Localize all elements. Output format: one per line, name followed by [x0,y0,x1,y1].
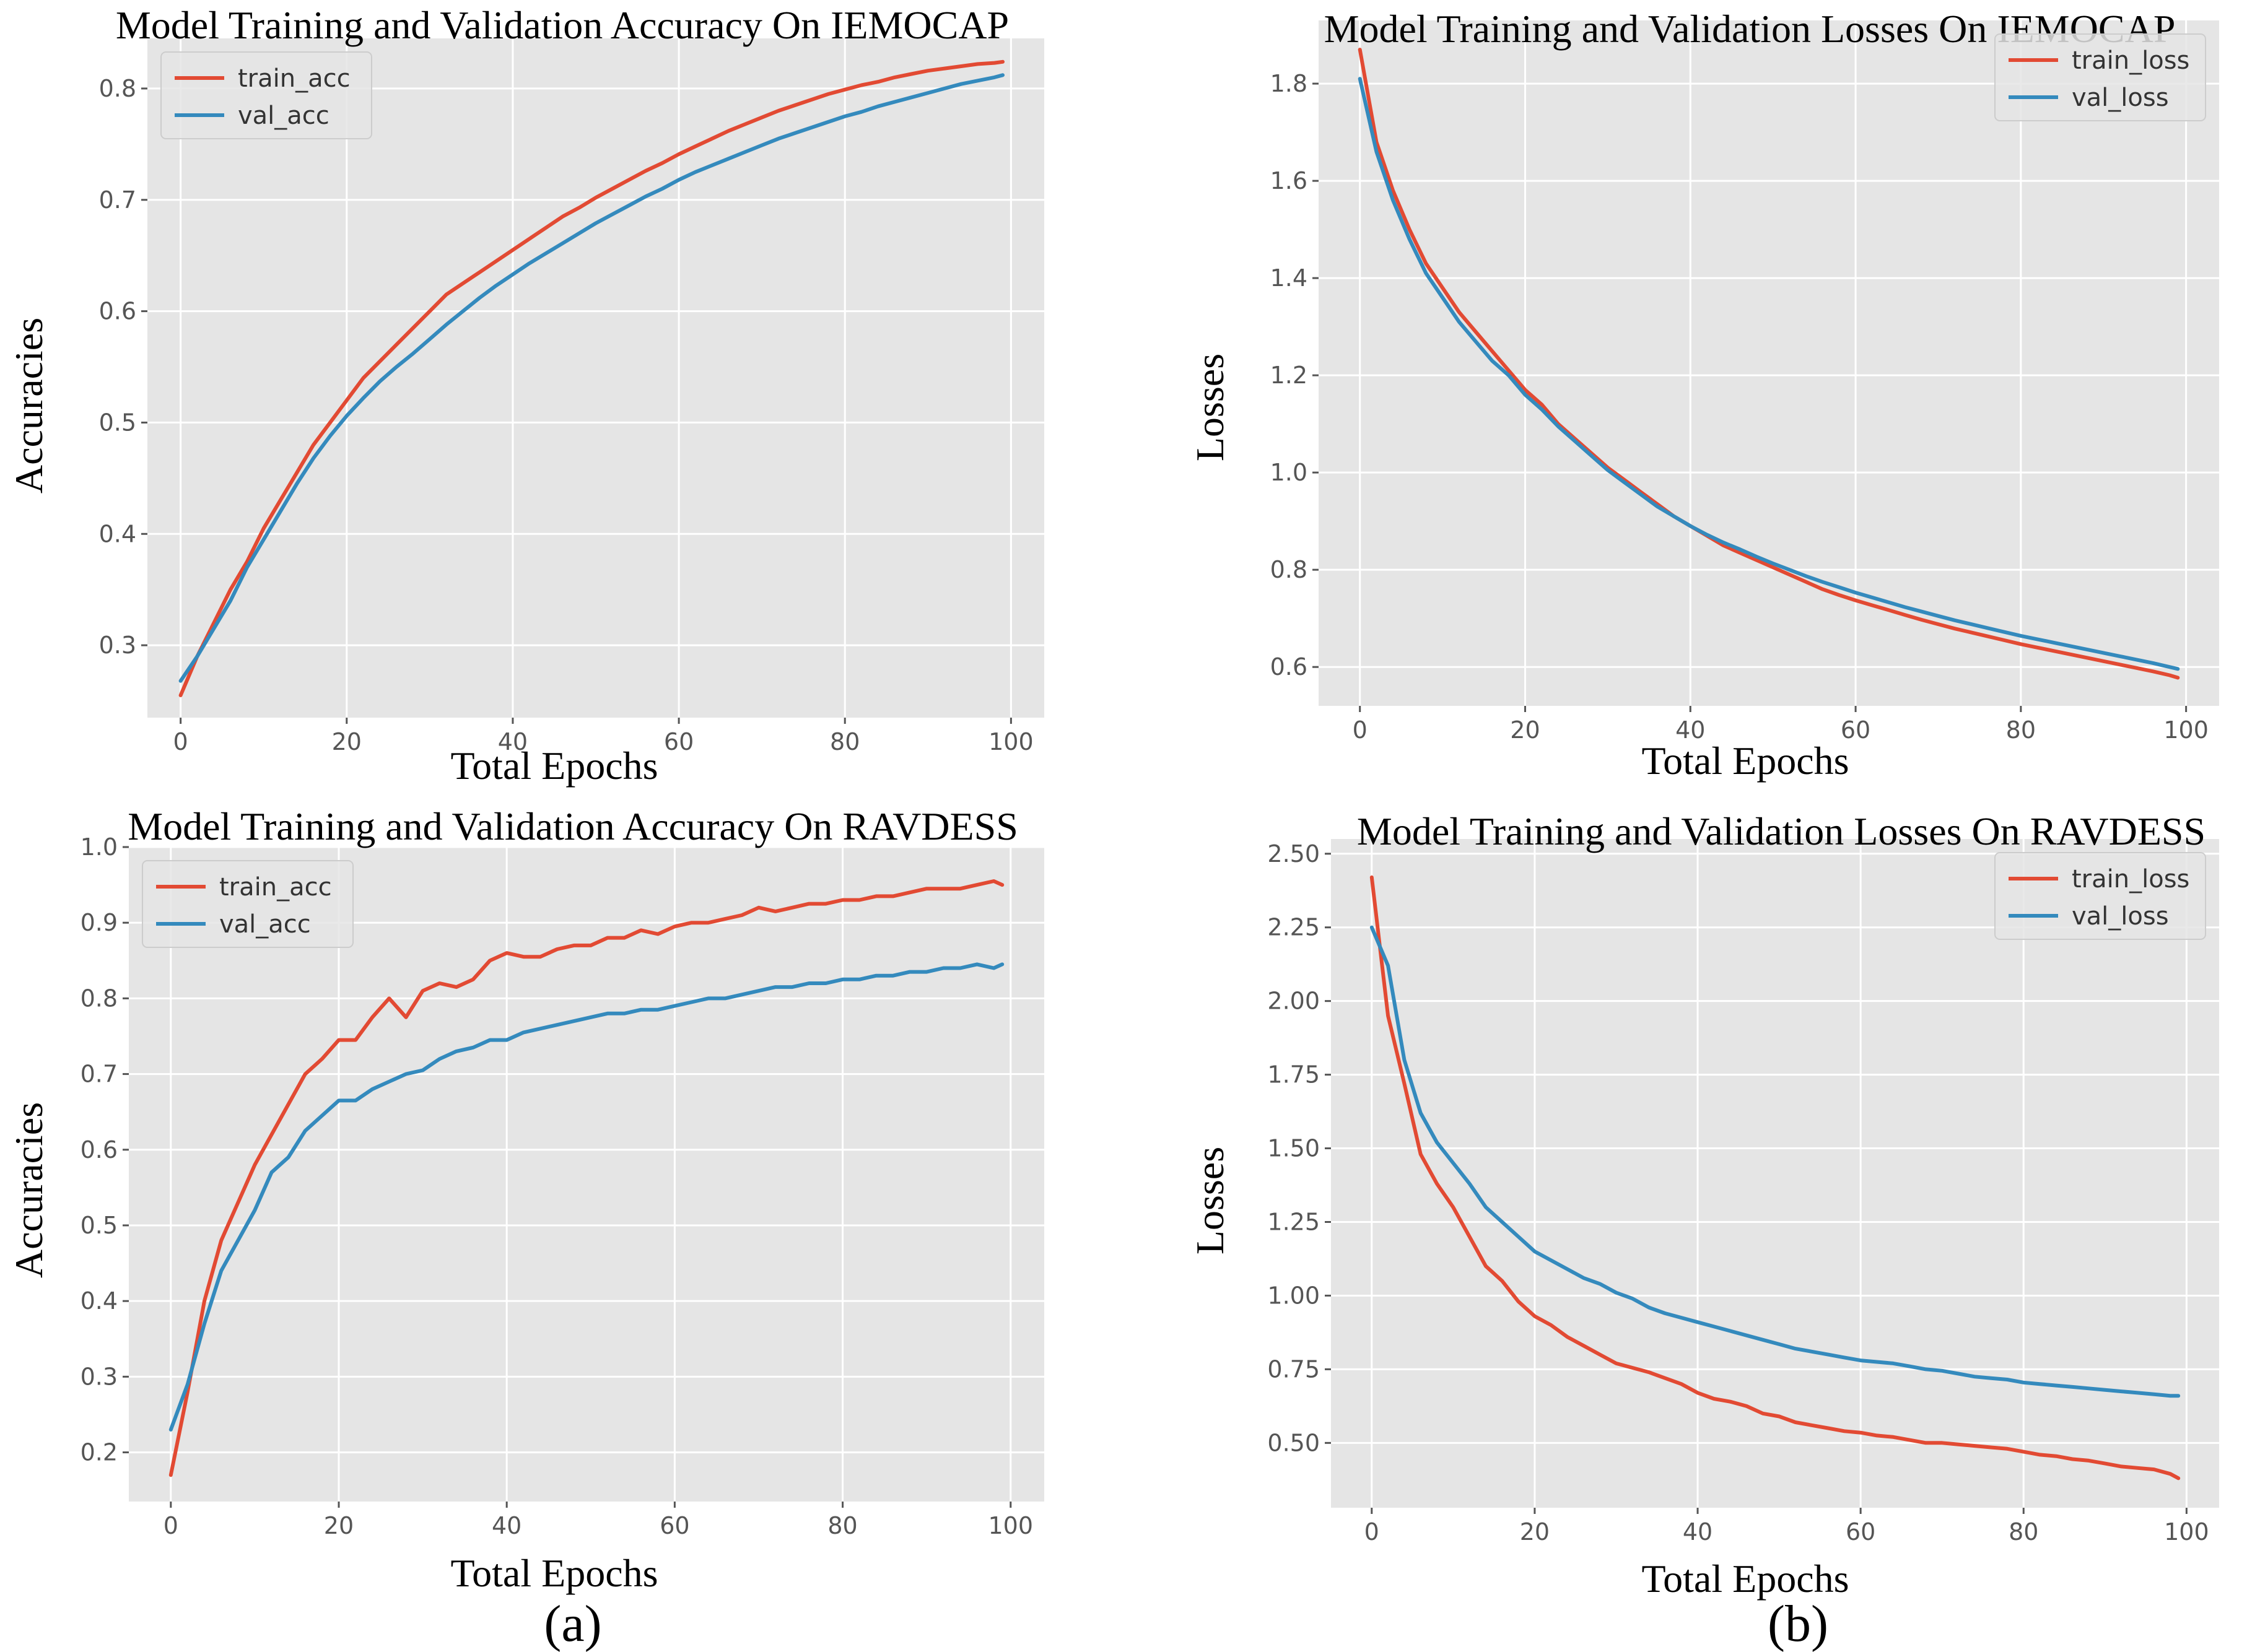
y-axis-label: Accuracies [7,318,51,493]
chart-ravdess-losses: 0 20 40 60 80 100 0.50 0.75 1.00 1.25 1.50 1.75 2.00… [1188,809,2219,1601]
series-line-val_acc [178,73,1005,683]
chart-title: Model Training and Validation Accuracy O… [116,3,1009,47]
series-line-val_loss [1358,77,2180,671]
y-tick-label: 0.8 [99,75,136,102]
y-tick-label: 0.50 [1267,1429,1320,1456]
x-axis-label: Total Epochs [451,744,658,788]
x-tick-label: 20 [332,728,362,755]
legend-label-val_acc: val_acc [219,910,311,939]
x-tick-label: 80 [2006,716,2036,744]
x-tick-label: 40 [1683,1518,1713,1545]
y-tick-label: 0.2 [81,1439,118,1466]
y-tick-label: 0.4 [99,520,136,547]
legend-label-train_loss: train_loss [2072,46,2189,75]
x-tick-label: 60 [1846,1518,1875,1545]
y-tick-label: 1.00 [1267,1282,1320,1309]
legend-label-train_acc: train_acc [238,64,351,93]
y-tick-label: 1.2 [1270,362,1307,389]
y-tick-label: 0.6 [1270,653,1307,680]
y-tick-label: 1.0 [81,833,118,861]
y-axis-label: Accuracies [7,1102,51,1278]
panel-label-a: (a) [544,1595,601,1652]
legend-label-train_acc: train_acc [219,873,332,902]
legend-label-train_loss: train_loss [2072,865,2189,893]
y-tick-label: 0.3 [99,632,136,659]
y-tick-label: 0.8 [81,985,118,1012]
y-tick-label: 1.50 [1267,1135,1320,1162]
x-tick-label: 0 [1353,716,1368,744]
y-tick-label: 0.75 [1267,1355,1320,1383]
series-line-val_acc [168,962,1005,1432]
x-tick-label: 0 [1364,1518,1379,1545]
y-tick-label: 1.6 [1270,167,1307,194]
x-tick-label: 60 [664,728,694,755]
y-tick-label: 0.6 [81,1136,118,1163]
x-tick-label: 40 [492,1512,521,1539]
series-line-train_acc [178,59,1005,697]
x-tick-label: 100 [2163,716,2209,744]
x-tick-label: 40 [1675,716,1705,744]
chart-title: Model Training and Validation Accuracy O… [128,804,1018,848]
y-tick-label: 1.4 [1270,264,1307,292]
series-line-train_loss [1369,875,2181,1480]
y-tick-label: 2.25 [1267,914,1320,941]
y-tick-label: 1.0 [1270,459,1307,486]
y-axis-label: Losses [1188,354,1232,461]
x-tick-label: 20 [324,1512,354,1539]
x-axis-label: Total Epochs [1642,1557,1849,1601]
x-axis-label: Total Epochs [451,1551,658,1595]
x-tick-label: 80 [827,1512,857,1539]
y-tick-label: 2.50 [1267,840,1320,867]
legend-label-val_loss: val_loss [2072,84,2169,112]
y-axis-label: Losses [1188,1147,1232,1254]
y-tick-label: 0.6 [99,298,136,325]
x-tick-label: 100 [988,728,1034,755]
y-tick-label: 0.7 [81,1061,118,1088]
series-line-train_acc [168,879,1005,1477]
x-tick-label: 20 [1510,716,1540,744]
panel-label-b: (b) [1768,1595,1828,1652]
series-line-train_loss [1358,48,2180,680]
y-tick-label: 0.9 [81,909,118,936]
y-tick-label: 0.3 [81,1363,118,1390]
x-tick-label: 100 [2164,1518,2209,1545]
y-tick-label: 2.00 [1267,988,1320,1015]
x-tick-label: 80 [2009,1518,2038,1545]
x-tick-label: 100 [988,1512,1033,1539]
legend-label-val_acc: val_acc [238,102,329,130]
chart-ravdess-accuracy: 0 20 40 60 80 100 0.2 0.3 0.4 0.5 0.6 0.7 0.8 0.9 1.0 M… [7,804,1044,1595]
x-tick-label: 0 [164,1512,178,1539]
y-tick-label: 0.5 [81,1212,118,1239]
x-axis-label: Total Epochs [1642,739,1849,783]
x-tick-label: 0 [173,728,188,755]
y-tick-label: 0.5 [99,409,136,436]
series-line-val_loss [1369,925,2181,1398]
x-tick-label: 40 [498,728,528,755]
chart-title: Model Training and Validation Losses On … [1357,809,2206,853]
y-tick-label: 1.25 [1267,1209,1320,1236]
plot-area [147,38,1044,718]
x-tick-label: 60 [1841,716,1870,744]
y-tick-label: 0.8 [1270,556,1307,583]
plot-area [1331,839,2219,1508]
y-tick-label: 1.8 [1270,70,1307,97]
plot-area [129,847,1044,1502]
y-tick-label: 0.4 [81,1287,118,1315]
x-tick-label: 20 [1520,1518,1550,1545]
plot-area [1319,20,2219,706]
y-tick-label: 1.75 [1267,1061,1320,1089]
legend-label-val_loss: val_loss [2072,902,2169,931]
x-tick-label: 80 [830,728,860,755]
y-tick-label: 0.7 [99,186,136,214]
x-tick-label: 60 [660,1512,689,1539]
chart-iemocap-accuracy: 0 20 40 60 80 100 0.3 0.4 0.5 0.6 0.7 0.8 Model Trai… [7,3,1044,788]
